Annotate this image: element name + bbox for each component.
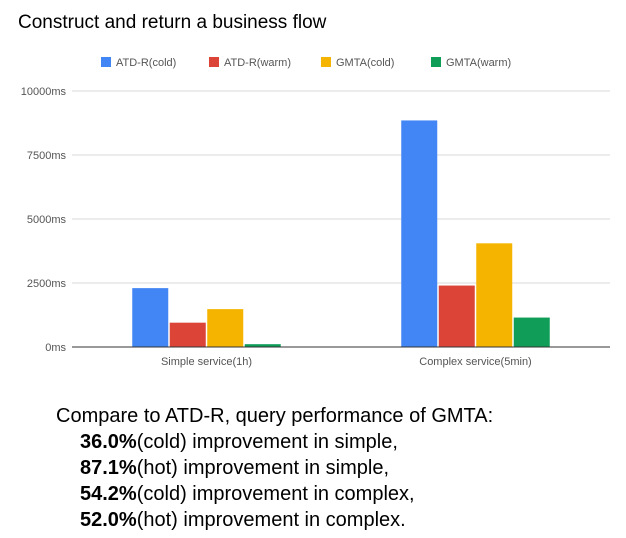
summary-line-3: 54.2%(cold) improvement in complex,	[80, 481, 493, 507]
legend-swatch	[431, 57, 441, 67]
chart-gridlines	[72, 90, 610, 284]
chart-bars	[132, 120, 550, 347]
chart-title: Construct and return a business flow	[18, 12, 327, 33]
bar	[513, 317, 550, 347]
y-axis-ticks: 0ms 2500ms 5000ms 7500ms 10000ms	[21, 86, 67, 354]
bar	[132, 288, 169, 347]
bar	[169, 322, 206, 347]
summary-text-1: (cold) improvement in simple,	[136, 431, 398, 453]
legend-swatch	[209, 57, 219, 67]
performance-summary: Compare to ATD-R, query performance of G…	[56, 403, 493, 533]
y-tick-label: 2500ms	[27, 278, 67, 290]
bar-chart: Construct and return a business flow ATD…	[18, 12, 610, 368]
x-axis-categories: Simple service(1h) Complex service(5min)	[161, 356, 532, 368]
legend-label: GMTA(cold)	[336, 57, 394, 69]
summary-heading: Compare to ATD-R, query performance of G…	[56, 405, 494, 427]
bar	[207, 309, 244, 347]
summary-line-2: 87.1%(hot) improvement in simple,	[80, 455, 493, 481]
bar	[401, 120, 438, 347]
legend-label: ATD-R(warm)	[224, 57, 291, 69]
y-tick-label: 7500ms	[27, 150, 67, 162]
legend-swatch	[101, 57, 111, 67]
summary-text-3: (cold) improvement in complex,	[136, 483, 415, 505]
bar	[244, 344, 281, 347]
summary-line-4: 52.0%(hot) improvement in complex.	[80, 507, 493, 533]
bar	[476, 243, 513, 347]
summary-text-4: (hot) improvement in complex.	[136, 509, 406, 531]
summary-line-1: 36.0%(cold) improvement in simple,	[80, 429, 493, 455]
bar	[438, 285, 475, 347]
summary-pct-4: 52.0%	[80, 509, 137, 531]
summary-pct-1: 36.0%	[80, 431, 137, 453]
legend-label: GMTA(warm)	[446, 57, 511, 69]
summary-text-2: (hot) improvement in simple,	[136, 457, 390, 479]
x-category-label: Complex service(5min)	[419, 356, 531, 368]
legend-label: ATD-R(cold)	[116, 57, 176, 69]
legend-swatch	[321, 57, 331, 67]
y-tick-label: 0ms	[45, 342, 66, 354]
chart-legend: ATD-R(cold) ATD-R(warm) GMTA(cold) GMTA(war…	[101, 57, 511, 69]
y-tick-label: 5000ms	[27, 214, 67, 226]
summary-pct-2: 87.1%	[80, 457, 137, 479]
x-category-label: Simple service(1h)	[161, 356, 252, 368]
y-tick-label: 10000ms	[21, 86, 67, 98]
summary-pct-3: 54.2%	[80, 483, 137, 505]
